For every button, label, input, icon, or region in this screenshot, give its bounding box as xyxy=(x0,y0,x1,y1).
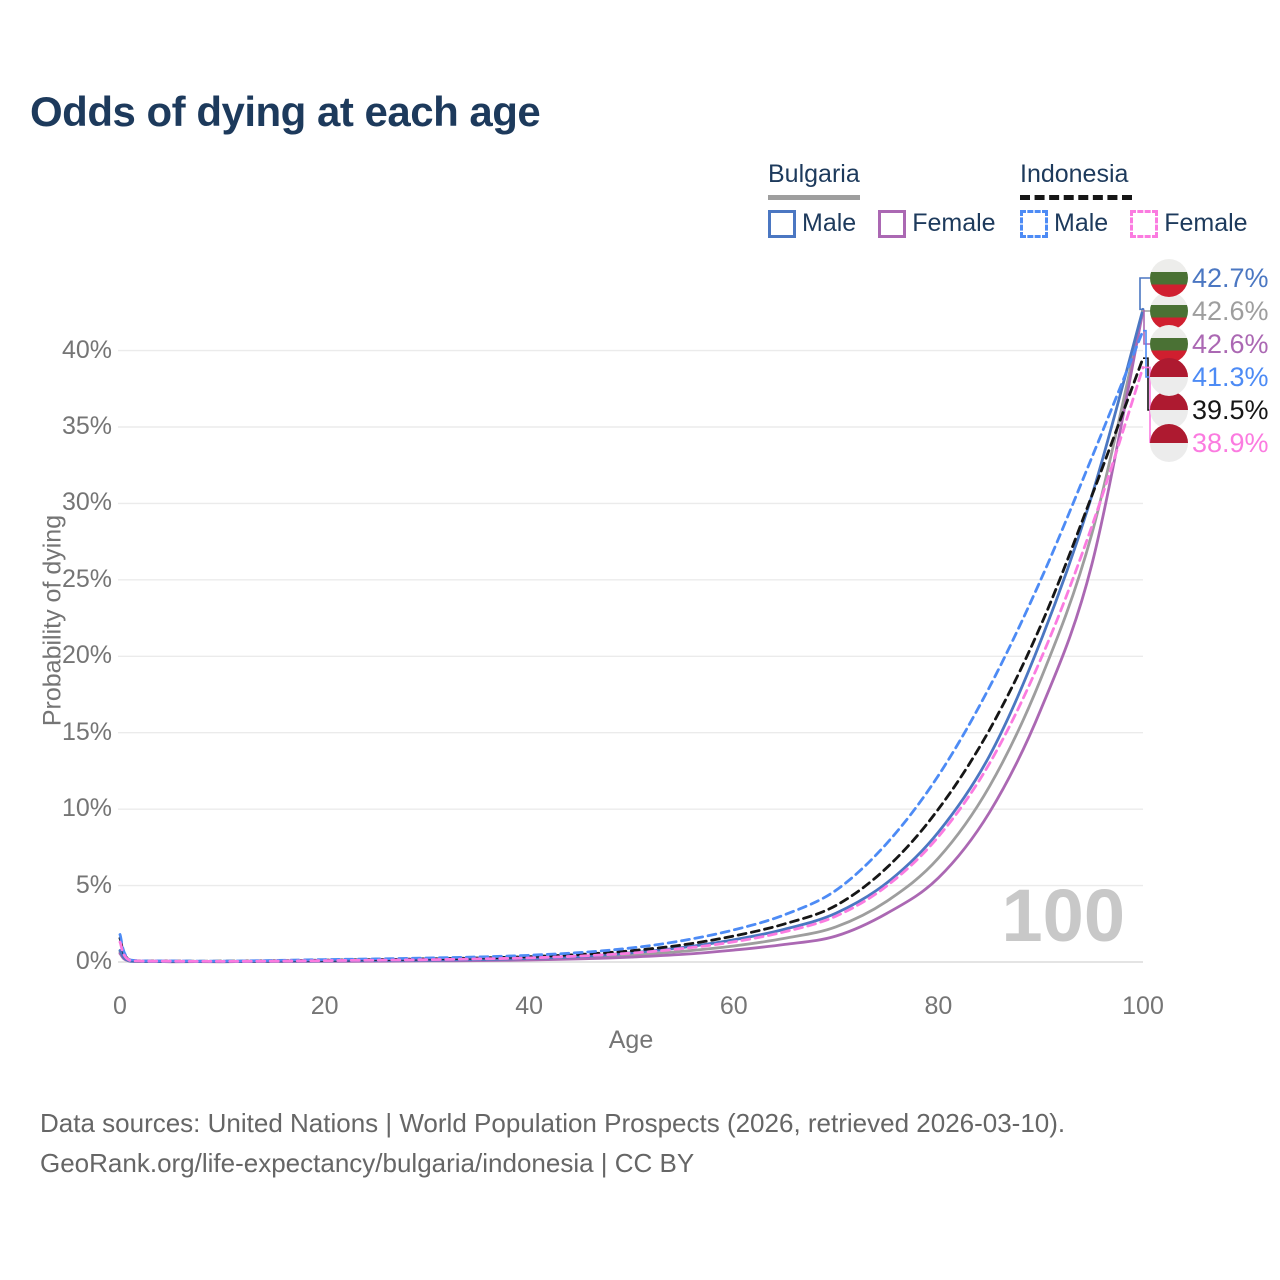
attribution-line: GeoRank.org/life-expectancy/bulgaria/ind… xyxy=(40,1148,695,1178)
x-tick-40: 40 xyxy=(515,992,544,1020)
end-label-indonesia_total: 39.5% xyxy=(1150,390,1269,430)
series-line-indonesia_male xyxy=(118,329,1145,963)
series-line-bulgaria_male xyxy=(118,307,1145,963)
y-tick-15%: 15% xyxy=(61,717,112,746)
end-value-indonesia_female: 38.9% xyxy=(1192,427,1269,458)
legend-group-indonesia: Indonesia Male Female xyxy=(1020,160,1260,238)
legend-label-bulgaria-female[interactable]: Female xyxy=(912,209,996,237)
bulgaria-flag-icon xyxy=(1150,259,1188,297)
x-tick-80: 80 xyxy=(924,992,953,1020)
legend-underline-bulgaria xyxy=(768,195,860,200)
legend-label-indonesia-female[interactable]: Female xyxy=(1164,209,1248,237)
leader-line-bulgaria_male xyxy=(1139,277,1150,311)
legend-label-bulgaria-male[interactable]: Male xyxy=(802,209,857,237)
indonesia-flag-icon xyxy=(1150,424,1188,462)
y-tick-40%: 40% xyxy=(61,335,112,364)
end-value-indonesia_male: 41.3% xyxy=(1192,361,1269,392)
y-tick-0%: 0% xyxy=(75,947,112,975)
legend-group-bulgaria: Bulgaria Male Female xyxy=(768,160,998,238)
x-tick-60: 60 xyxy=(719,992,748,1020)
y-tick-35%: 35% xyxy=(61,412,112,440)
y-tick-30%: 30% xyxy=(61,488,112,517)
legend-swatch-bulgaria-female[interactable] xyxy=(878,209,907,238)
x-tick-0: 0 xyxy=(113,992,127,1020)
x-tick-20: 20 xyxy=(310,992,339,1020)
end-value-bulgaria_total: 42.6% xyxy=(1192,295,1269,326)
end-value-indonesia_total: 39.5% xyxy=(1192,394,1269,425)
age-watermark: 100 xyxy=(1002,874,1125,957)
legend-swatch-bulgaria-male[interactable] xyxy=(768,209,796,238)
y-tick-25%: 25% xyxy=(61,564,112,593)
legend-swatch-indonesia-male[interactable] xyxy=(1020,209,1048,238)
y-tick-10%: 10% xyxy=(61,794,112,823)
x-axis-title: Age xyxy=(608,1026,654,1054)
indonesia-flag-icon xyxy=(1150,391,1188,429)
series-line-bulgaria_female xyxy=(118,309,1145,964)
legend-label-indonesia-male[interactable]: Male xyxy=(1054,209,1109,237)
x-tick-100: 100 xyxy=(1122,992,1164,1020)
series-line-indonesia_female xyxy=(118,366,1145,963)
end-value-bulgaria_female: 42.6% xyxy=(1192,328,1269,359)
leader-line-indonesia_male xyxy=(1143,329,1150,378)
end-label-bulgaria_male: 42.7% xyxy=(1150,258,1269,298)
bulgaria-flag-icon xyxy=(1150,292,1188,330)
end-value-bulgaria_male: 42.7% xyxy=(1192,262,1269,293)
leader-line-bulgaria_female xyxy=(1143,310,1150,345)
end-label-bulgaria_total: 42.6% xyxy=(1150,291,1269,331)
legend-country-indonesia: Indonesia xyxy=(1020,160,1129,188)
end-label-indonesia_female: 38.9% xyxy=(1150,423,1269,463)
end-label-indonesia_male: 41.3% xyxy=(1150,357,1269,397)
end-label-bulgaria_female: 42.6% xyxy=(1150,324,1269,364)
leader-line-indonesia_female xyxy=(1143,366,1151,443)
y-tick-20%: 20% xyxy=(61,641,112,670)
legend-swatch-indonesia-female[interactable] xyxy=(1130,209,1159,238)
legend-underline-indonesia xyxy=(1020,195,1132,200)
legend-country-bulgaria: Bulgaria xyxy=(768,160,860,188)
series-line-indonesia_total xyxy=(118,356,1145,963)
indonesia-flag-icon xyxy=(1150,358,1188,396)
bulgaria-flag-icon xyxy=(1150,325,1188,363)
page-title: Odds of dying at each age xyxy=(30,88,541,135)
data-source-line: Data sources: United Nations | World Pop… xyxy=(40,1108,1066,1138)
series-line-bulgaria_total xyxy=(118,309,1145,964)
y-tick-5%: 5% xyxy=(75,870,112,899)
